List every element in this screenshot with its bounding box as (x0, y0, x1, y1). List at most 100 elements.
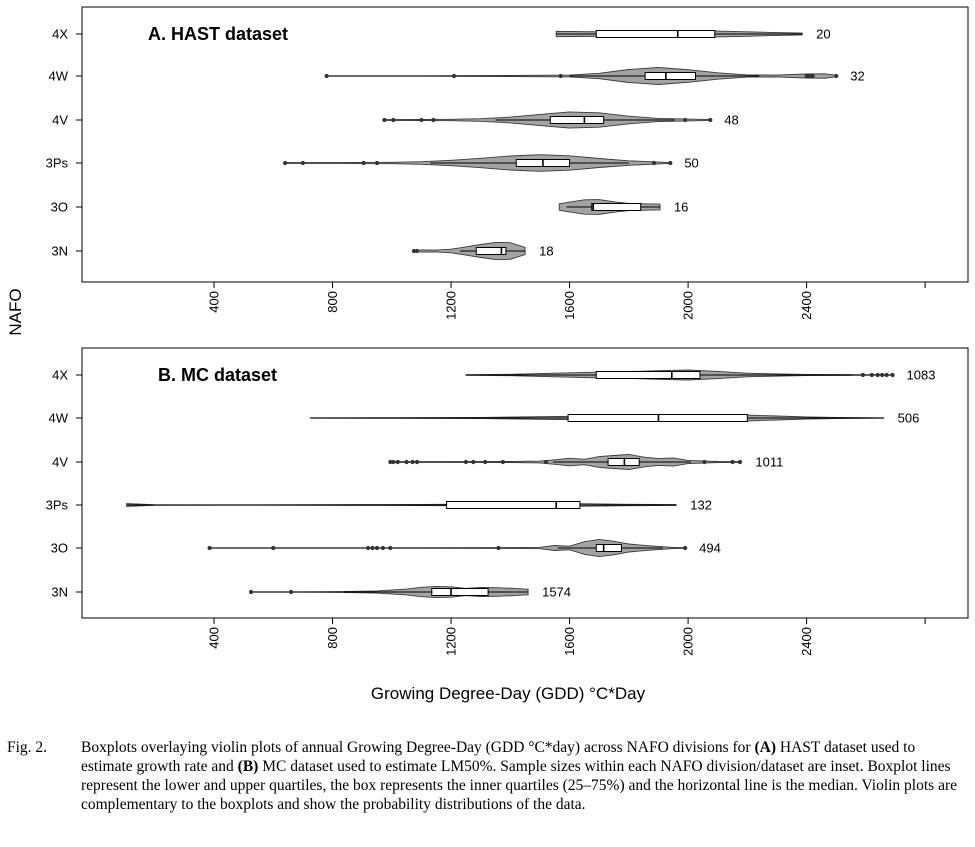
panel-b-outlier-point (737, 459, 743, 465)
panel-a-x-tick-label: 1600 (562, 291, 577, 320)
panel-b-category-label: 4X (52, 368, 68, 383)
panel-b-x-tick-label: 2000 (681, 627, 696, 656)
panel-a-x-tick-label: 800 (325, 291, 340, 313)
panel-b-x-tick-label: 1200 (444, 627, 459, 656)
panel-a-outlier-point (361, 160, 366, 166)
panel-a-outlier-point (391, 117, 396, 123)
panel-b-outlier-point (483, 459, 488, 465)
panel-b-outlier-point (471, 459, 476, 465)
panel-b-outlier-point (374, 545, 380, 551)
panel-b-outlier-point (543, 459, 548, 465)
caption-body: Boxplots overlaying violin plots of annu… (81, 738, 969, 814)
panel-b-sample-size-label: 506 (898, 411, 920, 426)
panel-a-outlier-point (283, 160, 288, 166)
panel-b-box (446, 501, 581, 509)
panel-b-title: B. MC dataset (158, 365, 277, 385)
panel-a-category-label: 4X (52, 27, 68, 42)
x-axis-title: Growing Degree-Day (GDD) °C*Day (371, 684, 646, 703)
panel-b-sample-size-label: 1083 (907, 368, 936, 383)
panel-b-outlier-point (463, 459, 468, 465)
caption-part-3: (B) (237, 758, 259, 775)
panel-b-category-label: 3Ps (46, 498, 69, 513)
panel-a-box (549, 116, 605, 124)
panel-b-category-label: 4V (52, 455, 68, 470)
panel-b-outlier-point (370, 545, 375, 551)
panel-b-category-label: 3N (51, 585, 68, 600)
panel-b-outlier-point (391, 459, 396, 465)
panel-a-sample-size-label: 50 (684, 156, 698, 171)
panel-a-x-tick-label: 1200 (444, 291, 459, 320)
panel-a-outlier-point (374, 160, 380, 166)
y-axis-title: NAFO (6, 288, 25, 335)
panel-a-outlier-point (382, 117, 387, 123)
panel-b-outlier-point (880, 372, 885, 378)
panel-b-sample-size-label: 494 (699, 541, 721, 556)
caption-part-1: (A) (754, 739, 776, 756)
panel-a-box (475, 247, 507, 255)
panel-b-outlier-point (860, 372, 866, 378)
caption-part-4: MC dataset used to estimate LM50%. Sampl… (81, 758, 957, 813)
panel-a-sample-size-label: 48 (724, 113, 738, 128)
panel-a-outlier-point (324, 73, 329, 79)
panel-b-sample-size-label: 1011 (755, 455, 783, 470)
caption-part-2: HAST dataset used to estimate growth rat… (81, 739, 916, 775)
panel-b-outlier-point (496, 545, 501, 551)
panel-a-frame (81, 6, 969, 283)
panel-b-category-label: 4W (49, 411, 69, 426)
panel-a-x-tick-label: 2400 (799, 291, 814, 320)
panel-b-box (595, 544, 622, 552)
panel-a-outlier-point (834, 73, 839, 79)
panel-a-outlier-point (431, 117, 436, 123)
panel-a-sample-size-label: 16 (674, 200, 688, 215)
panel-a: A. HAST dataset 400 800 1200 1600 2000 2400 4X… (46, 6, 969, 320)
panel-a-category-label: 3N (51, 244, 68, 259)
panel-b-box (431, 588, 489, 596)
panel-b: B. MC dataset 400 800 1200 1600 2000 2400 4X 10… (46, 347, 969, 656)
panel-b-box (595, 371, 701, 379)
panel-a-category-label: 3Ps (46, 156, 69, 171)
panel-b-sample-size-label: 132 (690, 498, 712, 513)
panel-a-x-tick-label: 400 (207, 291, 222, 313)
panel-a-title: A. HAST dataset (148, 24, 288, 44)
panel-a-outlier-point (651, 160, 657, 166)
panel-b-sample-size-label: 1574 (542, 585, 571, 600)
panel-b-outlier-point (388, 459, 393, 465)
panel-b-frame (81, 347, 969, 619)
caption-figure-number: Fig. 2. (7, 739, 48, 756)
panel-b-outlier-point (380, 545, 386, 551)
panel-a-x-tick-label: 2000 (681, 291, 696, 320)
panel-a-outlier-point (558, 73, 563, 79)
panel-a-outlier-point (708, 117, 713, 123)
panel-b-outlier-point (683, 545, 688, 551)
panel-b-outlier-point (395, 459, 400, 465)
panel-b-outlier-point (884, 372, 889, 378)
panel-b-outlier-point (248, 589, 254, 595)
panel-b-x-tick-label: 800 (325, 627, 340, 649)
panel-b-x-tick-label: 1600 (562, 627, 577, 656)
panel-b-outlier-point (702, 459, 707, 465)
figure-caption: Fig. 2. Boxplots overlaying violin plots… (7, 738, 969, 814)
panel-a-outlier-point (807, 73, 812, 79)
panel-b-outlier-point (288, 589, 294, 595)
panel-b-outlier-point (271, 545, 276, 551)
panel-b-outlier-point (365, 545, 371, 551)
panel-b-x-tick-label: 400 (207, 627, 222, 649)
panel-a-outlier-point (451, 73, 457, 79)
panel-a-category-label: 4V (52, 113, 68, 128)
panel-a-outlier-point (419, 117, 424, 123)
panel-b-outlier-point (500, 459, 506, 465)
panel-a-sample-size-label: 18 (539, 244, 553, 259)
panel-a-box (591, 203, 642, 211)
panel-a-outlier-point (411, 248, 417, 254)
panel-a-outlier-point (804, 73, 809, 79)
panel-b-category-label: 3O (51, 541, 68, 556)
panel-a-box (595, 30, 716, 38)
panel-b-x-tick-label: 2400 (799, 627, 814, 656)
panel-a-sample-size-label: 32 (850, 69, 864, 84)
panel-a-box (644, 72, 697, 80)
panel-b-outlier-point (875, 372, 880, 378)
panel-a-outlier-point (300, 160, 306, 166)
panel-b-outlier-point (404, 459, 409, 465)
panel-a-category-label: 4W (49, 69, 69, 84)
